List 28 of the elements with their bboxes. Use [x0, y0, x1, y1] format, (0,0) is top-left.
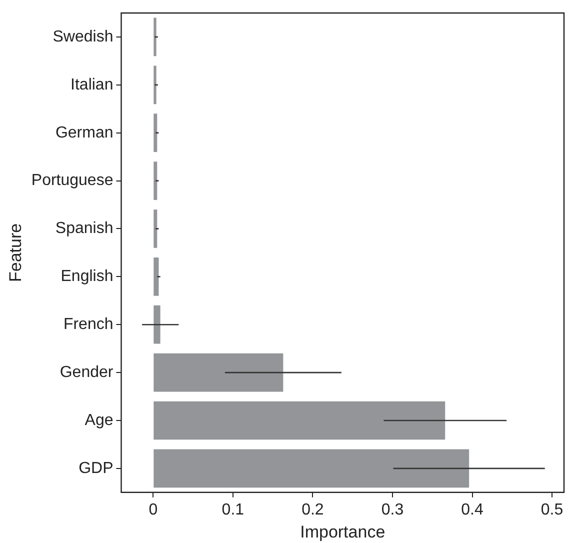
bar	[154, 210, 158, 248]
bar	[154, 401, 446, 440]
bar	[154, 162, 158, 200]
y-tick-label: Age	[84, 412, 114, 429]
y-tick-label: GDP	[78, 460, 114, 477]
bar	[154, 305, 160, 344]
x-axis-title: Importance	[300, 522, 386, 542]
y-tick-label: Spanish	[55, 220, 114, 238]
y-tick-label: Italian	[70, 76, 114, 94]
x-tick-label: 0.1	[222, 501, 244, 518]
y-tick-label: Swedish	[52, 28, 114, 46]
bar	[154, 18, 156, 56]
y-tick-label: French	[63, 316, 114, 334]
y-axis-title: Feature	[6, 223, 25, 282]
y-tick-label: Gender	[60, 364, 114, 381]
bar	[154, 66, 156, 104]
y-tick-label: Portuguese	[31, 172, 114, 190]
x-tick-label: 0.3	[381, 501, 404, 518]
y-tick-label: German	[55, 124, 114, 142]
x-tick-label: 0	[148, 501, 158, 518]
x-tick-label: 0.5	[540, 501, 564, 518]
y-tick-label: English	[60, 268, 114, 286]
bar	[154, 114, 158, 152]
bar	[154, 257, 159, 296]
x-tick-label: 0.4	[461, 501, 484, 518]
bar	[154, 449, 470, 488]
bar	[154, 353, 284, 392]
x-tick-label: 0.2	[302, 501, 324, 518]
